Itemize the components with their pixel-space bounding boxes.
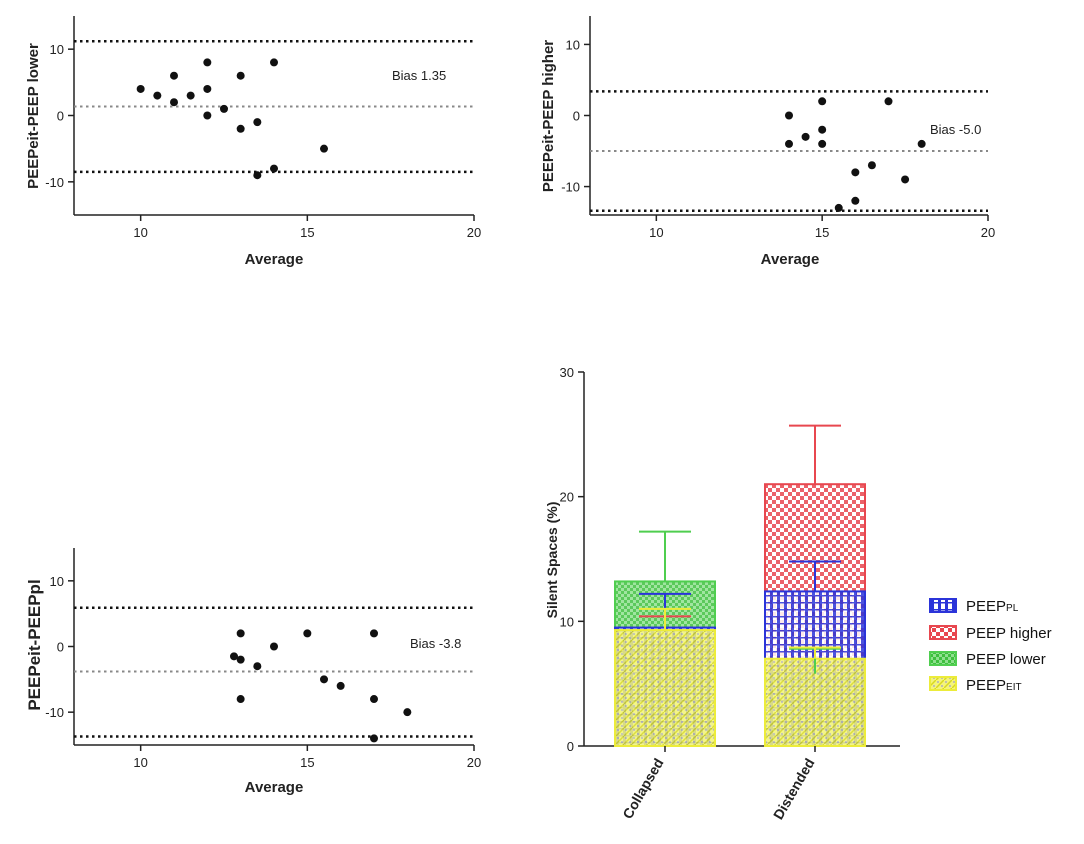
legend-swatch-peep-lower [929,651,957,666]
data-point [220,104,228,113]
y-tick-label: 10 [50,42,64,57]
x-tick-label: 10 [133,755,147,770]
data-point [851,196,860,205]
data-point [785,111,793,120]
data-point [236,71,245,80]
legend-label-peep-lower: PEEP lower [966,651,1046,668]
x-axis-label: Average [245,251,304,268]
data-point [867,161,876,170]
y-tick-label: 0 [57,640,64,655]
data-point [236,629,245,638]
data-point [801,132,810,141]
x-tick-label: 10 [649,225,663,240]
bar-peepeit-0 [614,629,716,747]
x-tick-label: 10 [133,225,147,240]
category-label-distended: Distended [770,756,818,823]
data-point [336,681,345,690]
data-point [203,111,212,120]
data-point [253,118,262,127]
y-axis-label: Silent Spaces (%) [544,502,560,619]
y-tick-label: 10 [50,574,64,589]
scatter-panel-top-right: -10 0 10 10 15 20 PEEPeit-PEEP higher Average… [540,16,995,268]
x-axis-label: Average [245,779,304,796]
data-point [253,171,262,180]
data-point [270,58,278,67]
data-point [403,708,412,717]
data-point [253,662,262,671]
data-point [917,139,926,148]
scatter-panel-bottom-left: -10 0 10 10 15 20 PEEPeit-PEEPpl Average Bias… [25,548,481,796]
data-point [785,139,793,148]
y-tick-label: -10 [45,175,64,190]
data-point [818,125,827,134]
data-point [320,144,328,153]
data-point [370,629,378,638]
data-point [230,652,238,661]
y-tick-label: 0 [573,109,580,124]
data-point [170,71,178,80]
y-tick-label: 0 [57,109,64,124]
x-tick-label: 15 [300,755,314,770]
x-tick-label: 20 [467,755,481,770]
data-point [203,58,212,67]
data-point [818,97,827,106]
y-tick-label: 10 [566,37,580,52]
x-axis-label: Average [761,251,820,268]
bar-panel: 0 10 20 30 Silent Spaces (%) Collapsed Dist… [544,365,1052,822]
legend: PEEPPL PEEP higher PEEP lower PEEPEIT [929,598,1052,694]
data-point [370,734,378,743]
legend-label-peep-eit: PEEPEIT [966,677,1022,694]
bias-label: Bias 1.35 [392,68,446,83]
bias-label: Bias -5.0 [930,122,981,137]
x-tick-label: 20 [981,225,995,240]
data-point [236,655,245,664]
data-point [270,164,278,173]
legend-label-peep-higher: PEEP higher [966,625,1052,642]
data-point [818,139,827,148]
legend-swatch-peep-eit [929,676,957,691]
bias-label: Bias -3.8 [410,636,461,651]
legend-swatch-peep-pl [929,598,957,613]
data-point [236,695,245,704]
y-tick-label: 20 [560,490,574,505]
legend-swatch-peep-higher [929,625,957,640]
data-point [901,175,910,184]
data-point [834,203,843,212]
legend-label-peep-pl: PEEPPL [966,598,1019,615]
data-point [203,84,212,93]
x-tick-label: 15 [300,225,314,240]
data-point [153,91,162,100]
data-point [186,91,195,100]
y-tick-label: -10 [45,705,64,720]
y-tick-label: 30 [560,365,574,380]
data-point [136,84,145,93]
data-point [884,97,893,106]
category-label-collapsed: Collapsed [619,756,666,822]
y-axis-label: PEEPeit-PEEP higher [540,40,557,192]
y-tick-label: -10 [561,180,580,195]
data-point [270,642,278,651]
y-axis-label: PEEPeit-PEEP lower [25,43,42,189]
x-tick-label: 20 [467,225,481,240]
data-point [851,168,860,177]
y-axis-label: PEEPeit-PEEPpl [25,579,44,710]
y-tick-label: 10 [560,614,574,629]
y-tick-label: 0 [567,739,574,754]
data-point [320,675,328,684]
data-point [303,629,312,638]
data-point [370,695,378,704]
x-tick-label: 15 [815,225,829,240]
data-point [236,124,245,133]
data-point [170,98,178,107]
